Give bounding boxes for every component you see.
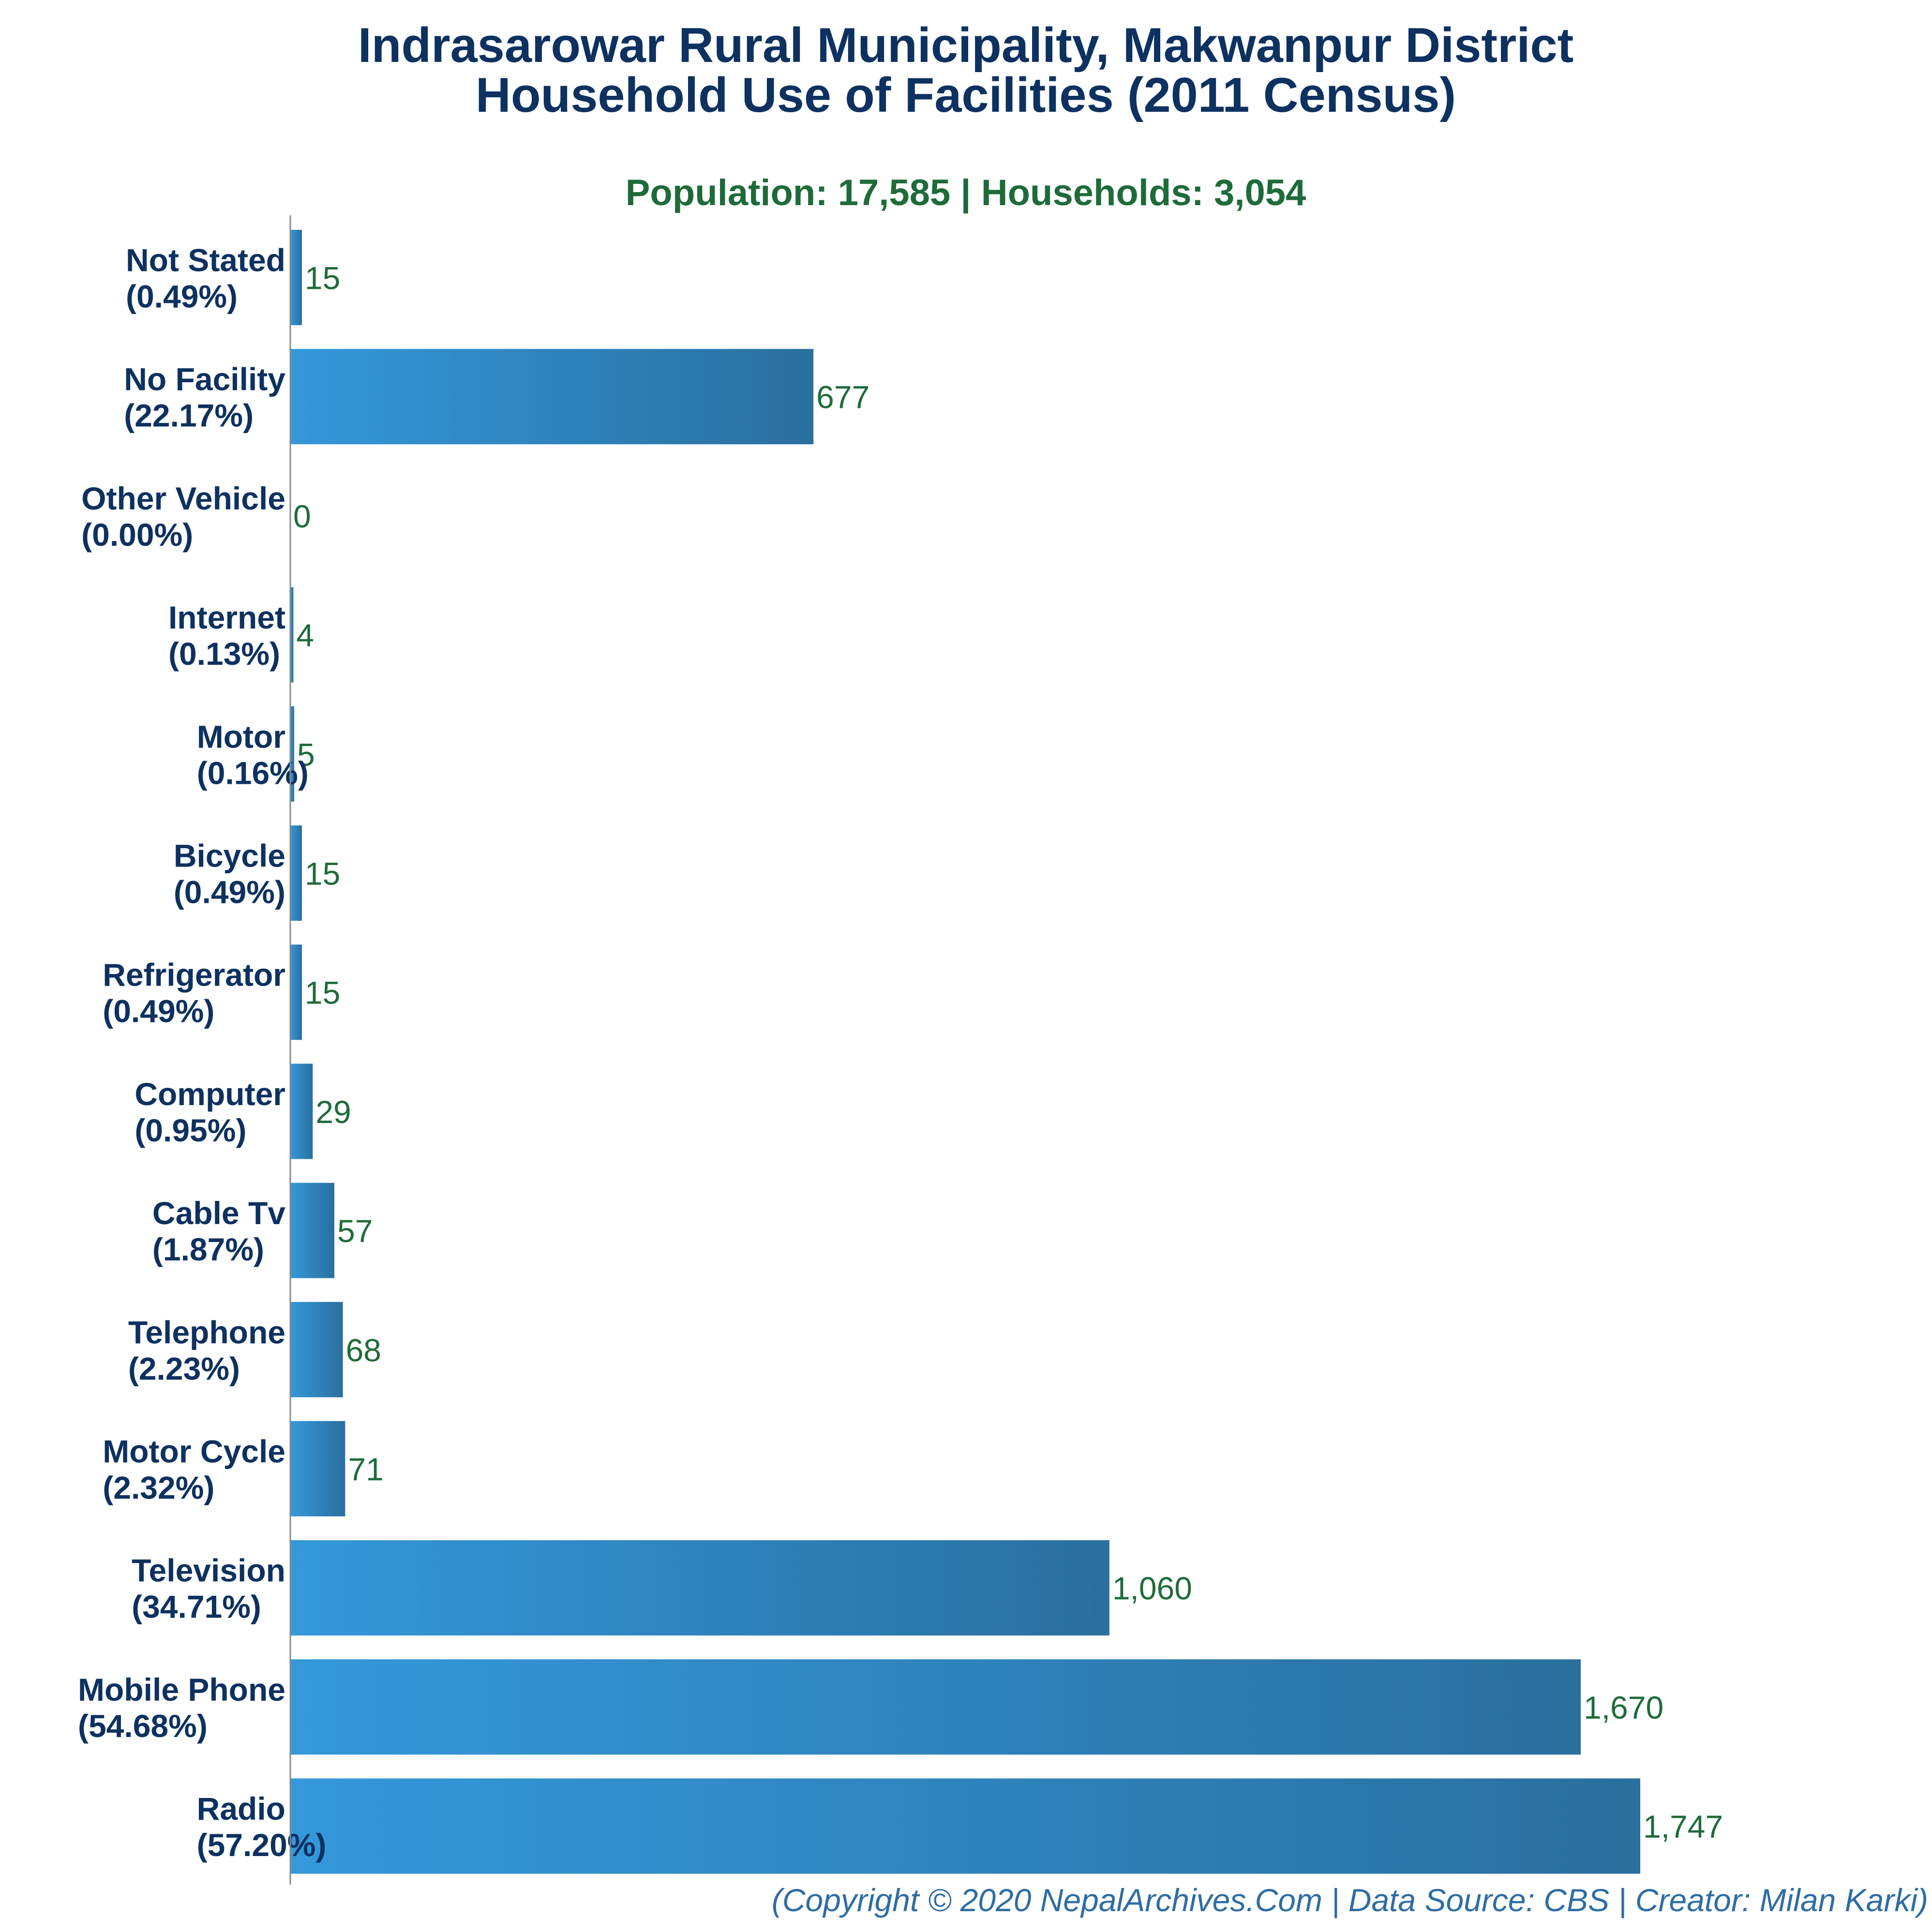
value-label: 1,060 xyxy=(1112,1571,1192,1606)
category-percent: (34.71%) xyxy=(132,1589,261,1625)
category-percent: (2.32%) xyxy=(103,1470,214,1506)
category-percent: (0.49%) xyxy=(126,279,238,315)
category-percent: (54.68%) xyxy=(78,1708,208,1744)
bar xyxy=(290,587,294,683)
value-label: 57 xyxy=(337,1213,373,1249)
chart-title-line: Indrasarowar Rural Municipality, Makwanp… xyxy=(358,18,1573,73)
bar xyxy=(290,706,294,802)
category-label: No Facility xyxy=(124,361,285,397)
chart-footer: (Copyright © 2020 NepalArchives.Com | Da… xyxy=(772,1882,1928,1919)
value-label: 15 xyxy=(305,260,340,296)
category-percent: (0.16%) xyxy=(197,755,309,791)
category-label: Refrigerator xyxy=(103,957,285,993)
value-label: 677 xyxy=(816,379,869,415)
category-label: Computer xyxy=(135,1076,285,1112)
bar xyxy=(290,349,814,445)
category-label: Radio xyxy=(197,1791,285,1827)
bar xyxy=(290,944,302,1040)
bar xyxy=(290,1183,335,1278)
chart-title-line: Household Use of Facilities (2011 Census… xyxy=(476,68,1456,122)
value-label: 71 xyxy=(348,1452,383,1487)
chart-subtitle: Population: 17,585 | Households: 3,054 xyxy=(626,172,1306,214)
category-label: Not Stated xyxy=(126,242,285,278)
category-label: Bicycle xyxy=(174,838,285,874)
category-percent: (22.17%) xyxy=(124,398,254,434)
bar xyxy=(290,1540,1109,1636)
category-percent: (1.87%) xyxy=(152,1231,264,1267)
value-label: 15 xyxy=(305,856,340,892)
category-percent: (0.13%) xyxy=(168,636,280,672)
bar xyxy=(290,1659,1581,1755)
value-label: 0 xyxy=(293,498,311,534)
value-label: 15 xyxy=(305,975,340,1011)
bar xyxy=(290,1778,1640,1874)
bar xyxy=(290,1421,345,1516)
value-label: 68 xyxy=(346,1332,381,1368)
bar xyxy=(290,1302,343,1397)
value-label: 29 xyxy=(315,1094,351,1130)
category-percent: (0.49%) xyxy=(174,874,285,910)
value-label: 4 xyxy=(296,617,314,653)
category-percent: (57.20%) xyxy=(197,1827,327,1863)
category-percent: (0.49%) xyxy=(103,993,214,1029)
category-label: Other Vehicle xyxy=(81,480,285,516)
chart-title: Indrasarowar Rural Municipality, Makwanp… xyxy=(358,18,1573,122)
category-label: Telephone xyxy=(128,1314,285,1350)
bar xyxy=(290,1063,313,1159)
category-percent: (0.00%) xyxy=(81,517,193,553)
bar xyxy=(290,230,302,325)
category-label: Motor Cycle xyxy=(103,1434,285,1469)
category-percent: (0.95%) xyxy=(135,1112,246,1148)
category-label: Internet xyxy=(168,599,285,635)
value-label: 5 xyxy=(297,736,315,772)
category-label: Television xyxy=(132,1553,285,1588)
bar xyxy=(290,825,302,921)
value-label: 1,670 xyxy=(1584,1690,1663,1725)
category-label: Motor xyxy=(197,719,285,754)
category-label: Cable Tv xyxy=(152,1195,285,1231)
value-label: 1,747 xyxy=(1643,1809,1723,1844)
category-label: Mobile Phone xyxy=(78,1672,285,1707)
category-percent: (2.23%) xyxy=(128,1350,240,1386)
